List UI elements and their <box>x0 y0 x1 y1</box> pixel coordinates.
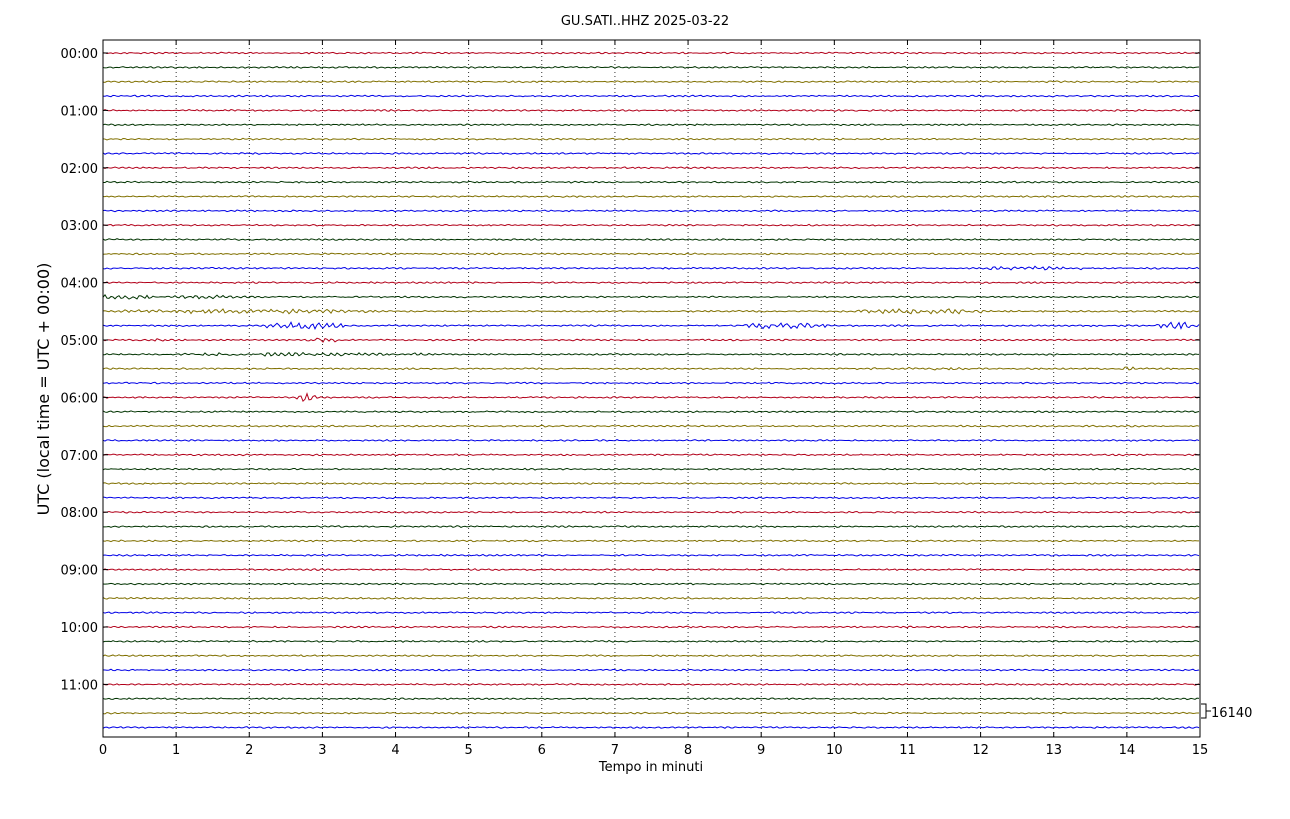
y-axis-label: UTC (local time = UTC + 00:00) <box>34 263 53 516</box>
trace-line <box>102 137 1200 141</box>
x-tick-label: 12 <box>972 743 989 758</box>
trace-line <box>102 467 1200 471</box>
trace-line <box>102 682 1200 686</box>
y-tick-label: 02:00 <box>61 162 98 177</box>
trace-line <box>102 611 1200 615</box>
trace-line <box>102 482 1200 485</box>
trace-line <box>102 166 1200 170</box>
trace-line <box>102 697 1200 701</box>
trace-line <box>102 252 1200 256</box>
trace-line <box>102 80 1200 84</box>
trace-line <box>102 568 1200 572</box>
x-tick-label: 11 <box>899 743 916 758</box>
trace-line <box>102 65 1200 69</box>
y-tick-label: 08:00 <box>61 506 98 521</box>
trace-line <box>102 392 1200 403</box>
y-tick-label: 06:00 <box>61 391 98 406</box>
y-axis: 00:00 01:00 02:00 03:00 04:00 05:00 06:00 07:00… <box>61 47 1200 693</box>
chart-title: GU.SATI..HHZ 2025-03-22 <box>561 14 729 29</box>
scale-label: 16140 <box>1211 706 1252 721</box>
x-tick-label: 6 <box>538 743 546 758</box>
trace-line <box>102 496 1200 500</box>
trace-line <box>102 94 1200 98</box>
x-axis-label: Tempo in minuti <box>598 760 703 775</box>
x-tick-label: 3 <box>318 743 326 758</box>
grid-lines <box>175 40 1128 737</box>
trace-group <box>102 51 1200 729</box>
y-tick-label: 09:00 <box>61 564 98 579</box>
trace-line <box>102 410 1200 414</box>
x-tick-label: 13 <box>1045 743 1062 758</box>
x-tick-label: 2 <box>245 743 253 758</box>
trace-line <box>102 321 1200 330</box>
x-tick-label: 0 <box>99 743 107 758</box>
trace-line <box>102 654 1200 658</box>
trace-line <box>102 525 1200 529</box>
y-tick-label: 10:00 <box>61 621 98 636</box>
trace-line <box>102 195 1200 198</box>
trace-line <box>102 308 1200 315</box>
trace-line <box>102 281 1200 285</box>
trace-line <box>102 668 1200 672</box>
scale-bar: 16140 <box>1201 703 1252 721</box>
trace-line <box>102 381 1200 385</box>
y-tick-label: 11:00 <box>61 678 98 693</box>
trace-line <box>102 625 1200 629</box>
trace-line <box>102 337 1200 343</box>
y-tick-label: 05:00 <box>61 334 98 349</box>
trace-line <box>102 726 1200 729</box>
trace-line <box>102 293 1200 300</box>
x-tick-label: 7 <box>611 743 619 758</box>
x-tick-label: 1 <box>172 743 180 758</box>
y-tick-label: 07:00 <box>61 449 98 464</box>
trace-line <box>102 439 1200 442</box>
trace-line <box>102 639 1200 643</box>
trace-line <box>102 223 1200 227</box>
trace-line <box>102 51 1200 55</box>
trace-line <box>103 180 1200 184</box>
trace-line <box>102 582 1200 586</box>
trace-line <box>102 424 1200 428</box>
x-tick-label: 4 <box>391 743 399 758</box>
trace-line <box>102 108 1200 112</box>
trace-line <box>102 553 1200 557</box>
y-tick-label: 01:00 <box>61 104 98 119</box>
trace-line <box>102 366 1200 371</box>
x-tick-label: 15 <box>1192 743 1209 758</box>
trace-line <box>102 510 1200 514</box>
trace-line <box>102 123 1200 127</box>
x-tick-label: 10 <box>826 743 843 758</box>
trace-line <box>102 539 1200 543</box>
trace-line <box>102 265 1200 271</box>
x-axis: 0 1 2 3 4 5 6 7 8 9 10 11 12 13 14 15 <box>99 40 1208 758</box>
x-tick-label: 14 <box>1119 743 1136 758</box>
trace-line <box>102 596 1200 600</box>
trace-line <box>102 151 1200 155</box>
y-tick-label: 03:00 <box>61 219 98 234</box>
y-tick-label: 04:00 <box>61 277 98 292</box>
x-tick-label: 8 <box>684 743 692 758</box>
trace-line <box>102 711 1200 715</box>
y-tick-label: 00:00 <box>61 47 98 62</box>
trace-line <box>102 209 1200 213</box>
trace-line <box>102 453 1200 457</box>
x-tick-label: 9 <box>757 743 765 758</box>
x-tick-label: 5 <box>465 743 473 758</box>
trace-line <box>102 238 1200 241</box>
plot-frame <box>102 39 1201 738</box>
trace-line <box>102 351 1200 357</box>
